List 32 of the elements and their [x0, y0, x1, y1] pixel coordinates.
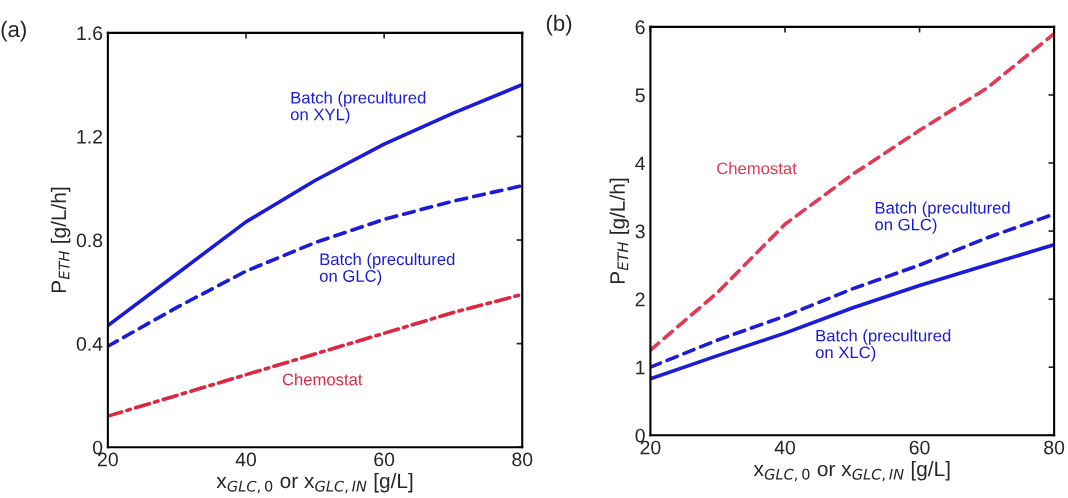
line-series: [107, 183, 523, 349]
y-axis-title: P$_{ETH}$ [g/L/h]: [50, 187, 71, 293]
x-tick-label: 60: [374, 452, 395, 467]
chart-title: (a): [1, 20, 26, 42]
chart-title: (b): [546, 14, 572, 36]
line-series: [107, 292, 523, 418]
series-label: Batch (precultured on XLC): [815, 329, 951, 362]
series-label: Batch (precultured on GLC): [319, 252, 455, 286]
x-tick-label: 40: [235, 452, 257, 467]
y-tick-label: 1.6: [77, 26, 103, 41]
x-tick-label: 80: [1044, 440, 1065, 455]
x-tick-label: 60: [909, 440, 930, 455]
series-label: Chemostat: [282, 373, 363, 386]
y-axis-title: P$_{ETH}$ [g/L/h]: [609, 178, 630, 284]
y-tick-label: 6: [635, 20, 645, 35]
y-tick-label: 5: [635, 88, 645, 103]
y-tick-label: 2: [635, 292, 645, 307]
y-tick-label: 3: [635, 224, 645, 239]
x-tick-label: 40: [774, 440, 796, 455]
series-label: Batch (precultured on XYL): [290, 91, 426, 124]
x-axis-title: x$_{GLC,0}$ or x$_{GLC,IN}$ [g/L]: [753, 461, 950, 482]
line-series: [107, 82, 523, 328]
series-label: Batch (precultured on GLC): [875, 201, 1010, 234]
y-tick-label: 1.2: [77, 129, 103, 144]
x-tick-label: 80: [512, 452, 533, 467]
y-tick-label: 0.4: [76, 337, 103, 351]
line-series: [650, 242, 1055, 381]
x-axis-title: x$_{GLC,0}$ or x$_{GLC,IN}$ [g/L]: [216, 472, 413, 494]
y-tick-label: 4: [635, 156, 645, 171]
y-tick-label: 1: [636, 360, 645, 375]
y-tick-label: 0.8: [76, 233, 103, 248]
series-label: Chemostat: [717, 162, 797, 175]
